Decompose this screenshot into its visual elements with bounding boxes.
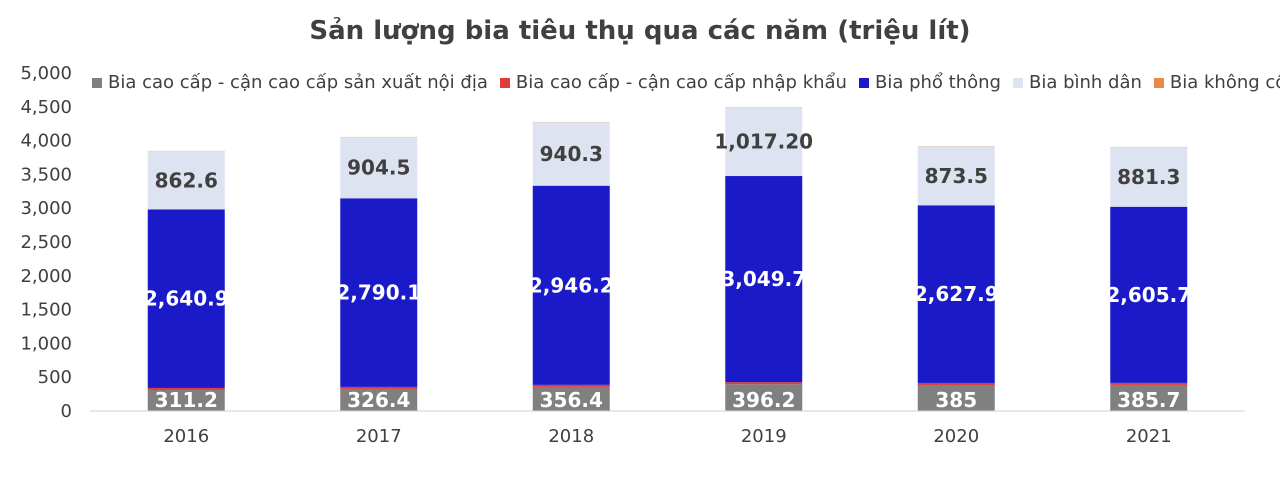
data-label: 904.5 bbox=[347, 156, 410, 180]
y-tick-label: 0 bbox=[61, 401, 72, 422]
data-label: 2,627.9 bbox=[914, 282, 999, 306]
data-label: 385 bbox=[935, 388, 977, 412]
y-tick-label: 1,500 bbox=[20, 300, 72, 321]
data-label: 873.5 bbox=[925, 164, 988, 188]
data-label: 356.4 bbox=[540, 388, 603, 412]
bar-segment bbox=[725, 382, 802, 384]
x-tick-label: 2020 bbox=[933, 426, 979, 447]
data-label: 385.7 bbox=[1117, 388, 1180, 412]
y-tick-label: 4,500 bbox=[20, 97, 72, 118]
y-tick-label: 1,000 bbox=[20, 333, 72, 354]
y-tick-label: 2,000 bbox=[20, 266, 72, 287]
data-label: 1,017.20 bbox=[714, 130, 813, 154]
data-label: 396.2 bbox=[732, 388, 795, 412]
data-label: 881.3 bbox=[1117, 165, 1180, 189]
x-tick-label: 2018 bbox=[548, 426, 594, 447]
data-label: 940.3 bbox=[540, 142, 603, 166]
y-tick-label: 2,500 bbox=[20, 232, 72, 253]
bars bbox=[148, 107, 1188, 411]
y-axis: 0 500 1,000 1,500 2,000 2,500 3,000 3,500 4,000 4… bbox=[20, 63, 72, 422]
y-tick-label: 500 bbox=[38, 367, 72, 388]
data-label: 311.2 bbox=[155, 388, 218, 412]
bar-segment bbox=[918, 383, 995, 385]
x-axis: 2016 2017 2018 2019 2020 2021 bbox=[163, 426, 1171, 447]
bar-segment bbox=[533, 385, 610, 387]
data-label: 2,790.1 bbox=[336, 281, 421, 305]
y-tick-label: 3,000 bbox=[20, 198, 72, 219]
bar-segment bbox=[1110, 383, 1187, 385]
x-tick-label: 2016 bbox=[163, 426, 209, 447]
data-label: 2,946.2 bbox=[529, 273, 614, 297]
x-tick-label: 2021 bbox=[1126, 426, 1172, 447]
data-labels: 311.2 2,640.9 862.6 326.4 2,790.1 904.5 356.4 2… bbox=[144, 130, 1191, 412]
data-label: 326.4 bbox=[347, 388, 410, 412]
y-tick-label: 5,000 bbox=[20, 63, 72, 84]
data-label: 2,640.9 bbox=[144, 287, 229, 311]
y-tick-label: 4,000 bbox=[20, 131, 72, 152]
data-label: 862.6 bbox=[155, 168, 218, 192]
y-tick-label: 3,500 bbox=[20, 164, 72, 185]
x-tick-label: 2019 bbox=[741, 426, 787, 447]
data-label: 3,049.7 bbox=[721, 267, 806, 291]
data-label: 2,605.7 bbox=[1106, 283, 1191, 307]
x-tick-label: 2017 bbox=[356, 426, 402, 447]
